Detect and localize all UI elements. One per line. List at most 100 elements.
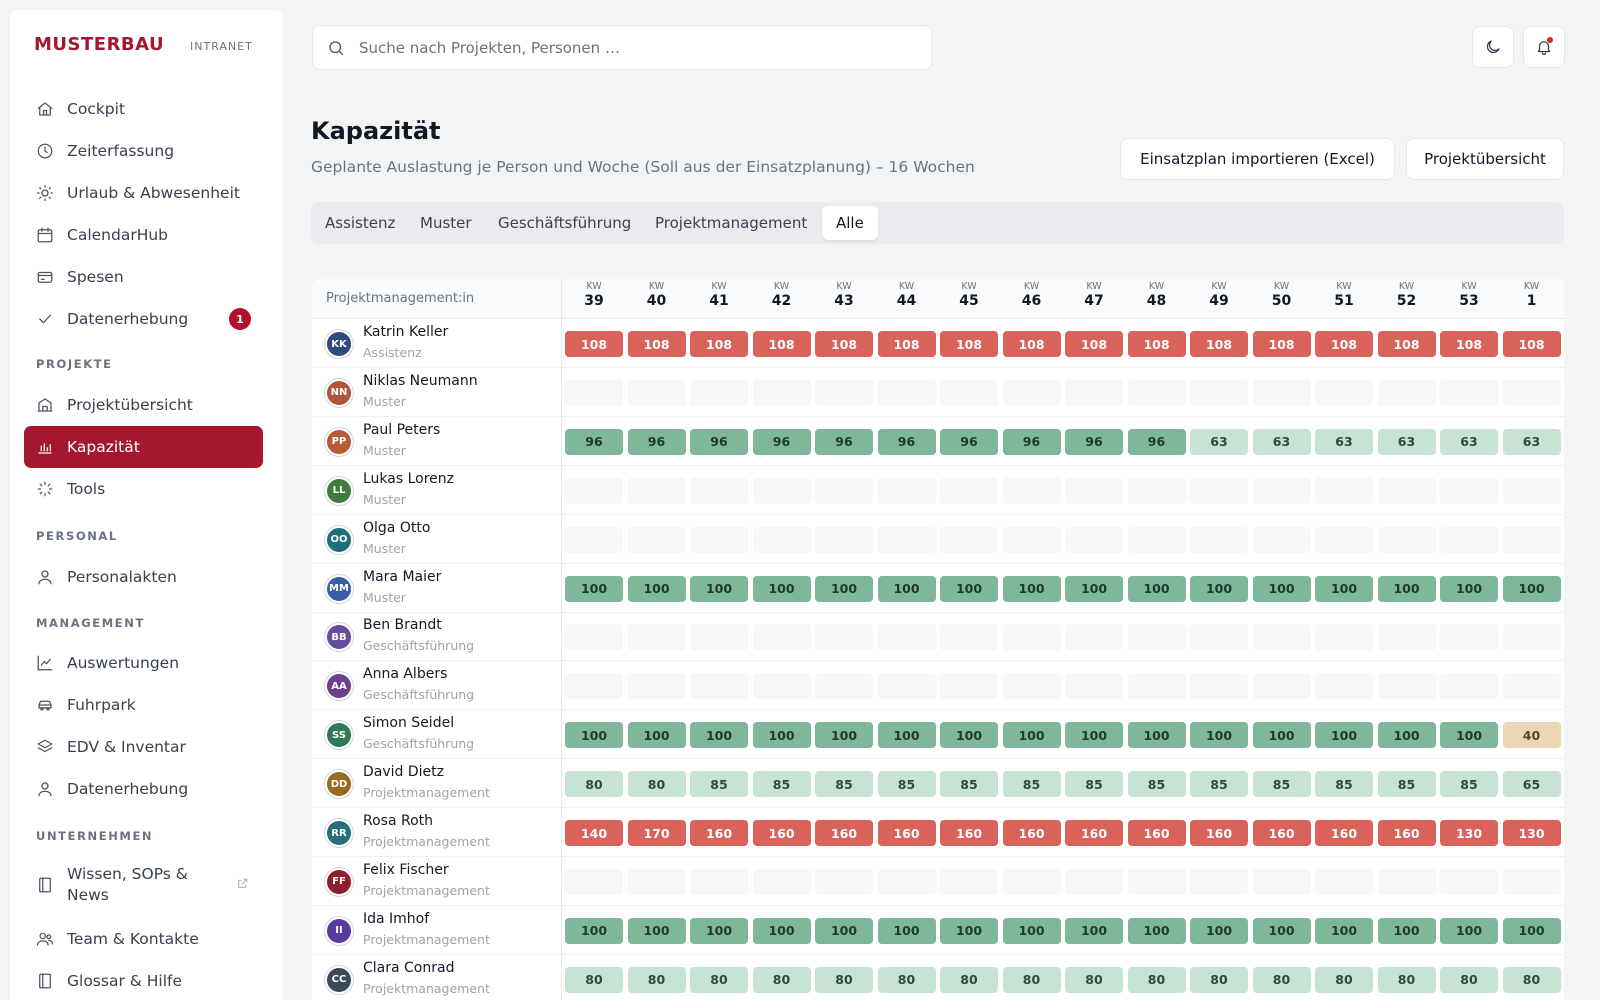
capacity-cell[interactable]: 108: [1252, 331, 1311, 357]
capacity-cell-empty[interactable]: [1502, 868, 1561, 895]
capacity-cell[interactable]: 100: [1377, 722, 1436, 749]
capacity-cell[interactable]: 100: [565, 575, 623, 602]
tab-muster[interactable]: Muster: [420, 214, 472, 232]
capacity-cell-empty[interactable]: [1440, 624, 1498, 651]
capacity-cell[interactable]: 65: [1502, 771, 1561, 798]
person-name[interactable]: Lukas Lorenz: [363, 470, 455, 487]
capacity-cell-empty[interactable]: [1065, 624, 1123, 651]
capacity-cell-empty[interactable]: [877, 477, 936, 504]
capacity-cell-empty[interactable]: [1127, 673, 1186, 700]
capacity-cell[interactable]: 108: [1315, 331, 1373, 357]
person-name[interactable]: Mara Maier: [363, 568, 442, 585]
capacity-cell[interactable]: 100: [1377, 917, 1436, 944]
capacity-cell[interactable]: 80: [752, 966, 811, 993]
capacity-cell[interactable]: 108: [1127, 331, 1186, 357]
capacity-cell-empty[interactable]: [752, 379, 811, 406]
capacity-cell[interactable]: 85: [1190, 771, 1248, 798]
capacity-cell-empty[interactable]: [815, 673, 873, 700]
capacity-cell[interactable]: 100: [877, 575, 936, 602]
person-name[interactable]: Rosa Roth: [363, 813, 434, 829]
capacity-cell[interactable]: 100: [1315, 917, 1373, 944]
capacity-cell[interactable]: 100: [627, 575, 686, 602]
person-name[interactable]: Ida Imhof: [363, 910, 430, 927]
capacity-cell-empty[interactable]: [1190, 868, 1248, 895]
tab-geschäftsführung[interactable]: Geschäftsführung: [498, 214, 632, 232]
person-name[interactable]: David Dietz: [363, 764, 444, 781]
capacity-cell-empty[interactable]: [1065, 673, 1123, 700]
capacity-cell-empty[interactable]: [1002, 868, 1061, 895]
capacity-cell[interactable]: 108: [1440, 331, 1498, 357]
capacity-cell-empty[interactable]: [565, 477, 623, 504]
capacity-cell[interactable]: 108: [1377, 331, 1436, 357]
capacity-cell[interactable]: 80: [565, 966, 623, 993]
capacity-cell-empty[interactable]: [1502, 526, 1561, 553]
capacity-cell-empty[interactable]: [1377, 379, 1436, 406]
capacity-cell[interactable]: 108: [1002, 331, 1061, 357]
capacity-cell[interactable]: 160: [1252, 820, 1311, 846]
capacity-cell-empty[interactable]: [1002, 526, 1061, 553]
capacity-cell[interactable]: 108: [877, 331, 936, 357]
capacity-cell[interactable]: 160: [940, 820, 998, 846]
capacity-cell-empty[interactable]: [1127, 526, 1186, 553]
sidebar-item-zeiterfassung[interactable]: Zeiterfassung: [24, 130, 263, 172]
capacity-cell[interactable]: 100: [940, 722, 998, 749]
capacity-cell-empty[interactable]: [1377, 868, 1436, 895]
capacity-cell-empty[interactable]: [1127, 624, 1186, 651]
capacity-cell[interactable]: 100: [815, 722, 873, 749]
capacity-cell[interactable]: 100: [1502, 575, 1561, 602]
capacity-cell[interactable]: 100: [752, 917, 811, 944]
capacity-cell[interactable]: 160: [1190, 820, 1248, 846]
capacity-cell[interactable]: 160: [690, 820, 748, 846]
person-name[interactable]: Paul Peters: [363, 421, 441, 438]
capacity-cell-empty[interactable]: [565, 379, 623, 406]
capacity-cell-empty[interactable]: [1065, 477, 1123, 504]
capacity-cell[interactable]: 85: [1127, 771, 1186, 798]
capacity-cell[interactable]: 100: [1002, 722, 1061, 749]
capacity-cell[interactable]: 80: [1127, 966, 1186, 993]
sidebar-item-wissen-sops[interactable]: Wissen, SOPs & News: [24, 859, 263, 911]
capacity-cell[interactable]: 100: [1440, 575, 1498, 602]
capacity-cell[interactable]: 100: [1252, 575, 1311, 602]
capacity-cell-empty[interactable]: [1377, 673, 1436, 700]
capacity-cell[interactable]: 96: [1065, 428, 1123, 455]
capacity-cell-empty[interactable]: [752, 673, 811, 700]
capacity-cell[interactable]: 96: [1127, 428, 1186, 455]
capacity-cell-empty[interactable]: [940, 477, 998, 504]
capacity-cell-empty[interactable]: [752, 624, 811, 651]
capacity-cell[interactable]: 100: [627, 722, 686, 749]
search-input[interactable]: [359, 38, 899, 57]
capacity-cell[interactable]: 80: [627, 966, 686, 993]
capacity-cell[interactable]: 85: [752, 771, 811, 798]
capacity-cell-empty[interactable]: [1502, 624, 1561, 651]
capacity-cell-empty[interactable]: [627, 379, 686, 406]
capacity-cell-empty[interactable]: [627, 526, 686, 553]
capacity-cell[interactable]: 80: [690, 966, 748, 993]
capacity-cell[interactable]: 80: [627, 771, 686, 798]
person-name[interactable]: Anna Albers: [363, 666, 448, 683]
capacity-cell[interactable]: 108: [940, 331, 998, 357]
capacity-cell[interactable]: 160: [1127, 820, 1186, 846]
capacity-cell-empty[interactable]: [1002, 673, 1061, 700]
capacity-cell-empty[interactable]: [690, 477, 748, 504]
capacity-cell-empty[interactable]: [1440, 379, 1498, 406]
capacity-cell-empty[interactable]: [1315, 868, 1373, 895]
capacity-cell-empty[interactable]: [1315, 624, 1373, 651]
sidebar-item-datenerhebung[interactable]: Datenerhebung: [24, 768, 263, 810]
capacity-cell[interactable]: 100: [815, 575, 873, 602]
capacity-cell-empty[interactable]: [1065, 526, 1123, 553]
person-name[interactable]: Katrin Keller: [363, 324, 449, 340]
capacity-cell-empty[interactable]: [752, 477, 811, 504]
sidebar-item-edv-inventar[interactable]: EDV & Inventar: [24, 726, 263, 768]
capacity-cell[interactable]: 80: [877, 966, 936, 993]
capacity-cell[interactable]: 80: [1065, 966, 1123, 993]
capacity-cell[interactable]: 63: [1315, 428, 1373, 455]
capacity-cell[interactable]: 108: [752, 331, 811, 357]
sidebar-item-fuhrpark[interactable]: Fuhrpark: [24, 684, 263, 726]
capacity-cell[interactable]: 85: [1440, 771, 1498, 798]
capacity-cell-empty[interactable]: [1002, 477, 1061, 504]
capacity-cell[interactable]: 170: [627, 820, 686, 846]
capacity-cell-empty[interactable]: [940, 526, 998, 553]
capacity-cell-empty[interactable]: [1190, 624, 1248, 651]
capacity-cell[interactable]: 63: [1252, 428, 1311, 455]
capacity-cell-empty[interactable]: [1502, 379, 1561, 406]
